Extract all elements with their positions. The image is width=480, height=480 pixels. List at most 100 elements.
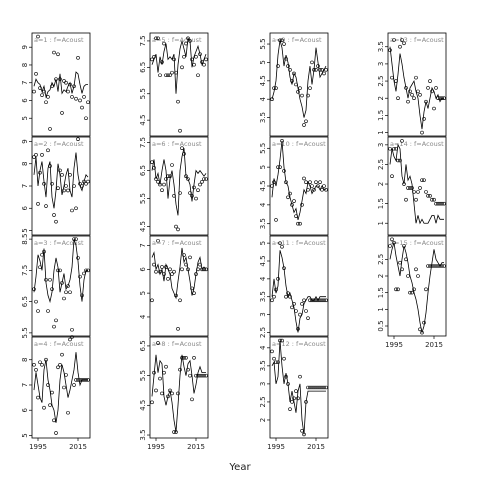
data-point [272, 86, 276, 90]
data-point [54, 219, 58, 224]
x-axis-title: Year [228, 462, 251, 473]
y-tick-label: 5 [259, 60, 267, 64]
data-point [298, 312, 302, 317]
data-point [50, 390, 54, 395]
data-point [306, 187, 310, 192]
data-point [320, 385, 324, 390]
data-point [202, 267, 206, 272]
y-tick-label: 1.5 [377, 110, 385, 121]
data-point [174, 430, 178, 434]
data-point [158, 376, 162, 381]
y-tick-label: 5.5 [259, 38, 267, 49]
data-point [166, 73, 170, 78]
data-point [168, 267, 172, 272]
data-point [404, 86, 408, 90]
data-point [306, 93, 310, 98]
data-point [286, 195, 290, 200]
data-point [432, 264, 436, 268]
data-point [284, 56, 288, 61]
y-tick-label: 5 [259, 165, 267, 169]
data-point [400, 38, 404, 42]
data-point [430, 264, 434, 268]
data-point [56, 52, 60, 57]
data-point [398, 44, 402, 49]
data-point [44, 357, 48, 362]
data-point [162, 370, 166, 375]
panel-label: a=2 : f=Acoust [34, 140, 84, 148]
data-point [424, 99, 428, 104]
panel-label: a=6 : f=Acoust [152, 140, 202, 148]
data-point [72, 184, 76, 188]
data-point [180, 267, 184, 272]
data-point [184, 262, 188, 267]
data-point [320, 298, 324, 303]
data-point [300, 302, 304, 306]
data-point [154, 36, 158, 41]
data-point [274, 218, 278, 222]
data-point [388, 48, 392, 52]
data-point [160, 391, 164, 396]
data-point [54, 431, 58, 435]
data-point [414, 75, 418, 80]
data-point [414, 197, 418, 202]
x-tick-label: 2015 [425, 341, 443, 349]
y-tick-label: 2.5 [259, 327, 267, 338]
y-tick-label: 7.5 [139, 137, 147, 148]
data-point [62, 296, 66, 301]
data-point [282, 266, 286, 270]
data-point [300, 203, 304, 207]
data-point [402, 41, 406, 46]
data-point [66, 284, 70, 288]
data-point [286, 291, 290, 295]
data-point [44, 277, 48, 282]
y-tick-label: 5.5 [21, 327, 29, 338]
data-point [272, 180, 276, 185]
data-point [190, 57, 194, 62]
data-point [418, 93, 422, 97]
y-tick-label: 4 [259, 96, 267, 101]
data-point [70, 95, 74, 99]
panel-label: a=3 : f=Acoust [34, 239, 84, 247]
data-point [422, 320, 426, 325]
data-point [392, 146, 396, 151]
panel-frame [387, 235, 447, 337]
y-tick-label: 8 [21, 63, 29, 67]
data-point [50, 181, 54, 186]
data-point [316, 64, 320, 68]
data-point [302, 432, 306, 437]
panel-11: a=11 : f=Acoust 2.5 3 3.5 4 4.5 5 [259, 235, 329, 338]
y-tick-label: 6.5 [139, 165, 147, 176]
data-point [294, 309, 298, 313]
x-tick-label: 1995 [147, 443, 165, 451]
data-point [310, 184, 314, 188]
panel-frame [387, 32, 447, 137]
data-point [398, 260, 402, 265]
data-point [314, 385, 318, 390]
series-line [389, 143, 444, 225]
data-point [36, 34, 40, 39]
data-point [420, 178, 424, 182]
data-point [204, 57, 208, 62]
data-point [404, 257, 408, 262]
data-point [300, 93, 304, 98]
y-tick-label: 8 [21, 161, 29, 165]
data-point [296, 396, 300, 401]
series-line [33, 71, 88, 99]
data-point [416, 274, 420, 278]
data-point [52, 213, 56, 217]
data-point [430, 89, 434, 94]
y-tick-label: 1 [377, 307, 385, 311]
data-point [188, 191, 192, 195]
data-point [416, 190, 420, 194]
data-point [196, 73, 200, 78]
data-point [84, 181, 88, 186]
data-point [66, 89, 70, 94]
data-point [434, 201, 438, 206]
panel-8: a=14 : f=Acoust 1 1.5 2 2.5 3 [377, 136, 447, 236]
data-point [186, 177, 190, 181]
data-point [442, 96, 446, 101]
data-point [160, 188, 164, 192]
data-point [204, 267, 208, 272]
data-point [42, 249, 46, 254]
data-point [422, 178, 426, 182]
